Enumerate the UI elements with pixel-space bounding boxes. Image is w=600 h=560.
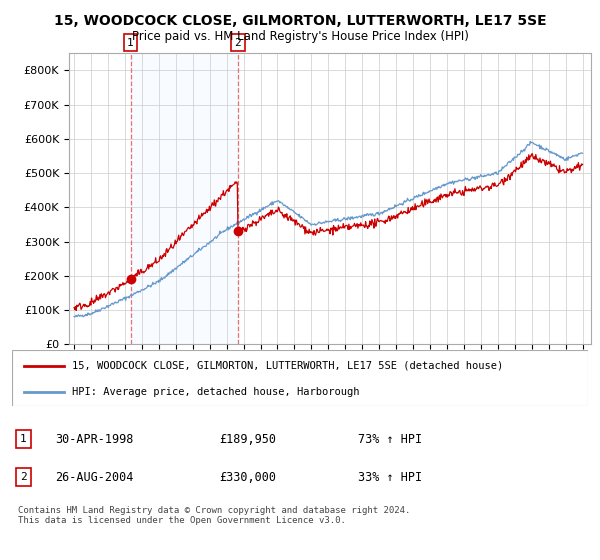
Text: 1: 1 [127, 38, 134, 48]
Text: 1: 1 [20, 435, 27, 444]
Text: 73% ↑ HPI: 73% ↑ HPI [358, 433, 422, 446]
Text: £330,000: £330,000 [220, 470, 277, 484]
Text: HPI: Average price, detached house, Harborough: HPI: Average price, detached house, Harb… [73, 387, 360, 397]
Text: 15, WOODCOCK CLOSE, GILMORTON, LUTTERWORTH, LE17 5SE (detached house): 15, WOODCOCK CLOSE, GILMORTON, LUTTERWOR… [73, 361, 504, 371]
Text: 2: 2 [20, 472, 27, 482]
Text: Contains HM Land Registry data © Crown copyright and database right 2024.
This d: Contains HM Land Registry data © Crown c… [18, 506, 410, 525]
Text: 33% ↑ HPI: 33% ↑ HPI [358, 470, 422, 484]
FancyBboxPatch shape [12, 350, 588, 406]
Text: Price paid vs. HM Land Registry's House Price Index (HPI): Price paid vs. HM Land Registry's House … [131, 30, 469, 43]
Text: 15, WOODCOCK CLOSE, GILMORTON, LUTTERWORTH, LE17 5SE: 15, WOODCOCK CLOSE, GILMORTON, LUTTERWOR… [53, 14, 547, 28]
Text: 30-APR-1998: 30-APR-1998 [55, 433, 134, 446]
Text: 26-AUG-2004: 26-AUG-2004 [55, 470, 134, 484]
Text: 2: 2 [235, 38, 241, 48]
Bar [131, 53, 238, 344]
Text: £189,950: £189,950 [220, 433, 277, 446]
